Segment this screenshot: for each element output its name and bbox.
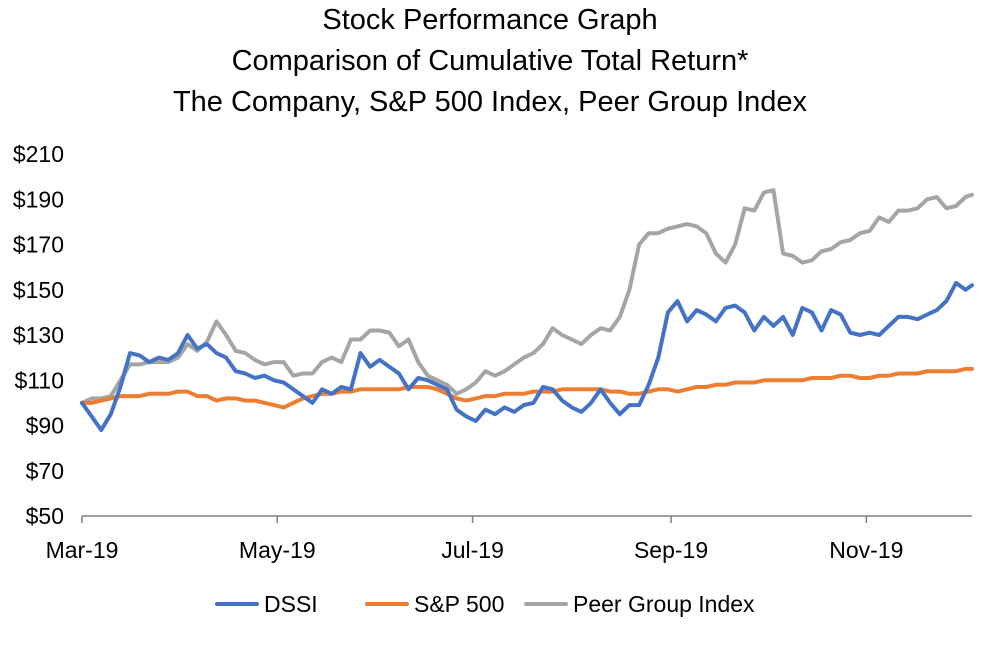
chart-title: Stock Performance Graph Comparison of Cu… <box>173 4 808 118</box>
y-tick-label: $50 <box>26 503 64 529</box>
y-tick-label: $190 <box>13 186 64 212</box>
legend: DSSI S&P 500 Peer Group Index <box>215 591 755 617</box>
legend-item-s-p-500-label: S&P 500 <box>414 591 504 617</box>
y-tick-label: $90 <box>26 413 64 439</box>
series-line-dssi <box>80 281 974 432</box>
x-tick-label: Jul-19 <box>441 537 504 563</box>
legend-item-dssi-label: DSSI <box>264 591 318 617</box>
y-tick-label: $110 <box>15 367 64 393</box>
x-tick-label: Nov-19 <box>829 537 903 563</box>
x-axis: Mar-19 May-19 Jul-19 Sep-19 Nov-19 <box>46 515 972 563</box>
y-tick-label: $210 <box>13 141 64 167</box>
y-tick-label: $150 <box>13 277 64 303</box>
x-tick-label: Mar-19 <box>46 537 119 563</box>
chart-title-line-2: Comparison of Cumulative Total Return* <box>232 45 749 77</box>
y-tick-label: $70 <box>26 458 64 484</box>
y-tick-label: $130 <box>13 322 64 348</box>
series-lines <box>80 188 974 432</box>
y-tick-label: $170 <box>13 232 64 258</box>
series-line-s-p-500 <box>80 366 974 410</box>
chart-title-line-3: The Company, S&P 500 Index, Peer Group I… <box>173 86 808 118</box>
y-axis: $50 $70 $90 $110 $130 $150 $170 $190 $210 <box>13 141 64 529</box>
x-tick-label: May-19 <box>239 537 316 563</box>
x-tick-label: Sep-19 <box>634 537 708 563</box>
chart-title-line-1: Stock Performance Graph <box>322 4 657 36</box>
legend-item-peer-group-index-label: Peer Group Index <box>573 591 755 617</box>
series-line-peer-group-index <box>80 188 974 405</box>
